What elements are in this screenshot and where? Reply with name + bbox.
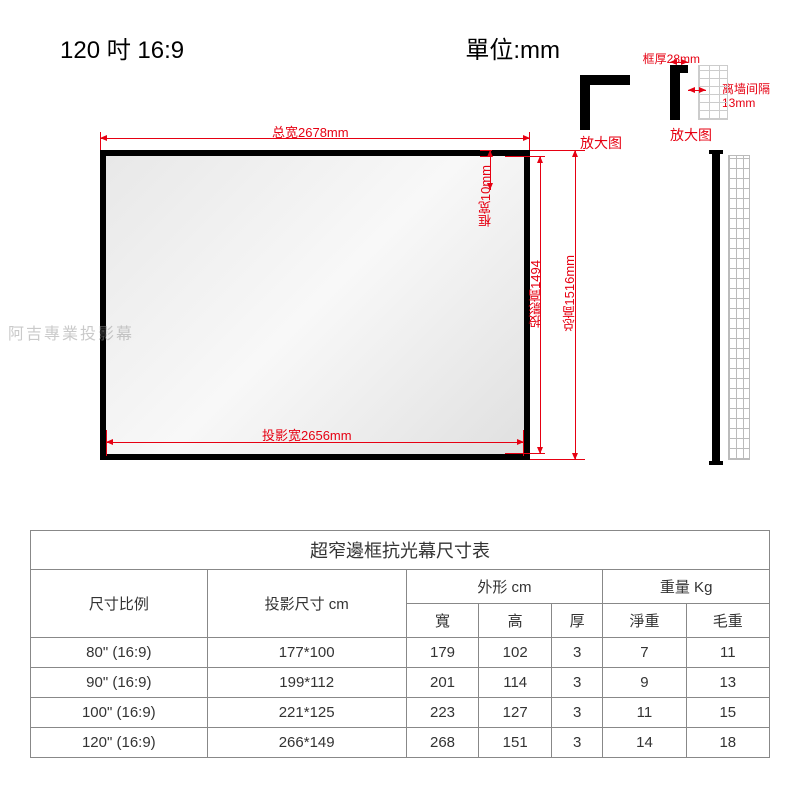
table-cell: 13 (686, 668, 769, 698)
total-width-label: 总宽2678mm (270, 122, 351, 141)
screen-surface (106, 156, 524, 454)
table-cell: 15 (686, 698, 769, 728)
corner-zoom-inset: 放大图 (580, 75, 630, 130)
table-cell: 102 (479, 638, 552, 668)
col-width: 寬 (406, 604, 479, 638)
col-height: 高 (479, 604, 552, 638)
table-cell: 11 (603, 698, 686, 728)
corner-frame-icon (580, 75, 630, 130)
table-cell: 3 (552, 698, 603, 728)
table-cell: 18 (686, 728, 769, 758)
table-cell: 9 (603, 668, 686, 698)
table-cell: 3 (552, 728, 603, 758)
col-weight: 重量 Kg (603, 570, 770, 604)
proj-height-label: 投影高1494 (524, 260, 547, 328)
col-gross: 毛重 (686, 604, 769, 638)
table-cell: 80" (16:9) (31, 638, 208, 668)
col-thick: 厚 (552, 604, 603, 638)
table-cell: 179 (406, 638, 479, 668)
table-cell: 7 (603, 638, 686, 668)
col-net: 淨重 (603, 604, 686, 638)
side-frame-icon (670, 65, 680, 120)
table-cell: 3 (552, 638, 603, 668)
brick-wall (728, 155, 750, 460)
table-cell: 268 (406, 728, 479, 758)
table-cell: 201 (406, 668, 479, 698)
table-cell: 199*112 (207, 668, 406, 698)
table-row: 90" (16:9)199*1122011143913 (31, 668, 770, 698)
size-table-section: 超窄邊框抗光幕尺寸表 尺寸比例 投影尺寸 cm 外形 cm 重量 Kg 寬 高 … (30, 530, 770, 758)
table-cell: 127 (479, 698, 552, 728)
table-cell: 100" (16:9) (31, 698, 208, 728)
side-zoom-inset: 放大图 (670, 65, 730, 140)
side-profile-frame (712, 150, 720, 465)
frame-width-label: 框宽10mm (474, 165, 497, 227)
table-cell: 151 (479, 728, 552, 758)
col-size-ratio: 尺寸比例 (31, 570, 208, 638)
table-cell: 90" (16:9) (31, 668, 208, 698)
table-cell: 14 (603, 728, 686, 758)
col-proj-size: 投影尺寸 cm (207, 570, 406, 638)
table-title: 超窄邊框抗光幕尺寸表 (31, 531, 770, 570)
watermark: 阿吉專業投影幕 (8, 320, 134, 344)
thickness-dim-line (670, 62, 688, 63)
col-outer: 外形 cm (406, 570, 603, 604)
table-cell: 11 (686, 638, 769, 668)
table-cell: 266*149 (207, 728, 406, 758)
table-row: 80" (16:9)177*1001791023711 (31, 638, 770, 668)
table-row: 100" (16:9)221*12522312731115 (31, 698, 770, 728)
table-cell: 114 (479, 668, 552, 698)
proj-width-label: 投影宽2656mm (260, 425, 354, 444)
wall-gap-dim-line (688, 90, 706, 91)
table-cell: 177*100 (207, 638, 406, 668)
total-height-label: 总高1516mm (558, 255, 581, 332)
table-cell: 3 (552, 668, 603, 698)
side-zoom-label: 放大图 (670, 125, 712, 145)
table-cell: 120" (16:9) (31, 728, 208, 758)
ext-line (480, 156, 492, 157)
table-row: 120" (16:9)266*14926815131418 (31, 728, 770, 758)
ext-line (480, 150, 492, 151)
size-table: 超窄邊框抗光幕尺寸表 尺寸比例 投影尺寸 cm 外形 cm 重量 Kg 寬 高 … (30, 530, 770, 758)
corner-zoom-label: 放大图 (580, 133, 622, 153)
table-cell: 223 (406, 698, 479, 728)
diagram: 框厚28mm 离墙间隔 13mm 放大图 放大图 总宽2678mm 投影宽265… (0, 60, 800, 500)
table-cell: 221*125 (207, 698, 406, 728)
